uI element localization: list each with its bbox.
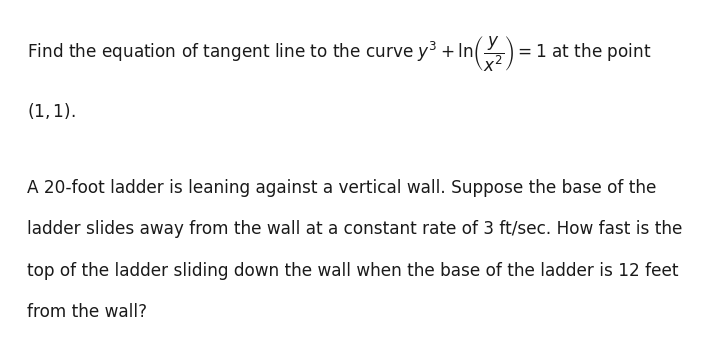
Text: A 20-foot ladder is leaning against a vertical wall. Suppose the base of the: A 20-foot ladder is leaning against a ve… xyxy=(27,179,656,197)
Text: ladder slides away from the wall at a constant rate of 3 ft/sec. How fast is the: ladder slides away from the wall at a co… xyxy=(27,220,682,238)
Text: Find the equation of tangent line to the curve $y^3 + \ln\!\left(\dfrac{y}{x^2}\: Find the equation of tangent line to the… xyxy=(27,35,651,74)
Text: from the wall?: from the wall? xyxy=(27,303,147,321)
Text: top of the ladder sliding down the wall when the base of the ladder is 12 feet: top of the ladder sliding down the wall … xyxy=(27,261,679,280)
Text: $(1,1).$: $(1,1).$ xyxy=(27,101,76,120)
